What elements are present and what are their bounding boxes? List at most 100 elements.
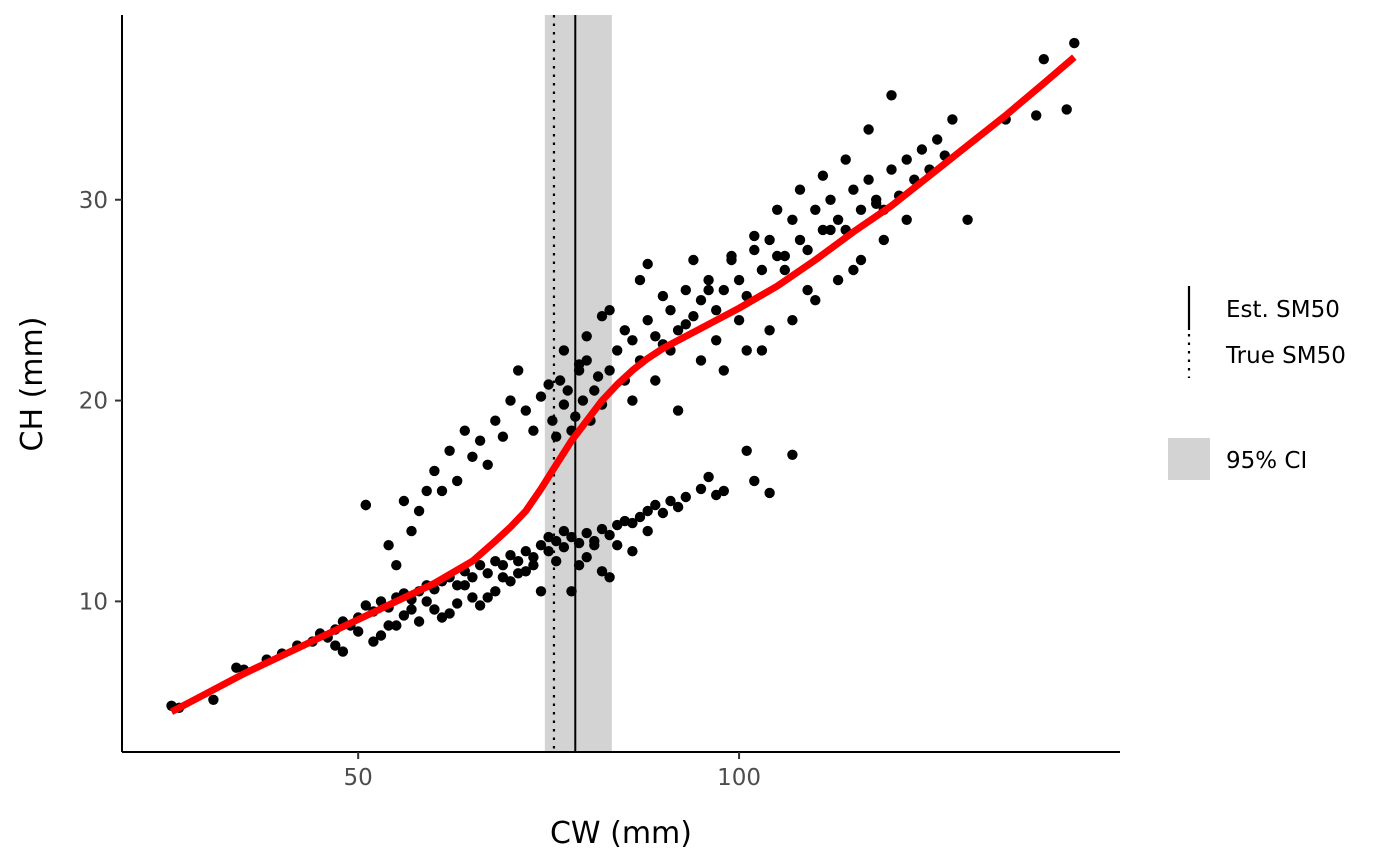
data-point — [452, 475, 463, 487]
legend-ci-label: 95% CI — [1226, 448, 1307, 474]
data-point — [436, 612, 448, 623]
data-point — [562, 385, 573, 396]
data-point — [672, 501, 684, 513]
data-point — [672, 325, 684, 336]
data-point — [848, 264, 859, 276]
data-point — [787, 315, 798, 326]
data-point — [429, 604, 440, 615]
data-point — [566, 586, 577, 597]
data-point — [787, 214, 798, 225]
data-point — [497, 431, 509, 442]
data-point — [840, 154, 851, 165]
data-point — [794, 234, 806, 246]
data-point — [612, 345, 623, 356]
data-point — [535, 391, 547, 402]
data-point — [848, 184, 859, 195]
data-point — [444, 445, 455, 456]
data-point — [695, 483, 707, 495]
data-point — [749, 230, 760, 242]
legend-est-sm50-label: Est. SM50 — [1226, 297, 1340, 323]
data-point — [413, 505, 425, 517]
data-point — [452, 598, 463, 609]
legend-true-sm50-label: True SM50 — [1225, 343, 1346, 369]
data-point — [474, 600, 486, 611]
data-point — [360, 600, 371, 611]
data-point — [810, 204, 821, 215]
data-point — [764, 234, 775, 246]
data-point — [855, 254, 867, 266]
data-point — [436, 485, 448, 497]
data-point — [513, 568, 524, 579]
data-point — [505, 395, 516, 406]
data-point — [459, 425, 470, 436]
data-point — [642, 258, 653, 270]
data-point — [577, 395, 589, 406]
data-point — [733, 315, 745, 326]
data-point — [855, 204, 867, 215]
y-tick-label: 20 — [79, 389, 108, 415]
data-point — [589, 540, 600, 551]
data-point — [650, 375, 661, 386]
data-point — [558, 542, 570, 553]
legend-ci-key — [1168, 438, 1210, 480]
data-point — [619, 325, 630, 336]
data-point — [947, 114, 958, 125]
data-point — [756, 345, 768, 356]
data-point — [718, 284, 729, 296]
data-point — [825, 224, 836, 236]
data-point — [802, 244, 813, 256]
ticks-layer: 50 100 10 20 30 — [79, 188, 761, 791]
data-point — [497, 572, 509, 583]
data-point — [604, 529, 615, 541]
data-point — [703, 274, 714, 286]
data-point — [817, 170, 829, 181]
data-point — [657, 290, 669, 302]
data-point — [634, 511, 646, 523]
x-tick-label: 100 — [717, 765, 761, 791]
data-point — [383, 540, 394, 551]
data-point — [695, 295, 707, 306]
data-point — [886, 164, 897, 175]
data-point — [1038, 54, 1050, 65]
data-point — [570, 411, 581, 422]
data-point — [1069, 37, 1080, 49]
data-point — [650, 499, 661, 511]
data-point — [581, 527, 592, 539]
data-point — [406, 604, 417, 615]
data-point — [703, 471, 714, 483]
data-point — [566, 531, 577, 543]
data-point — [878, 234, 889, 246]
data-point — [368, 636, 379, 647]
data-point — [680, 491, 691, 503]
data-point — [596, 566, 608, 577]
data-point — [1061, 104, 1072, 115]
data-point — [596, 311, 608, 322]
data-point — [467, 451, 478, 462]
data-point — [528, 560, 539, 571]
data-point — [520, 546, 531, 557]
data-point — [901, 214, 912, 225]
fit-line-layer — [169, 54, 1077, 715]
data-point — [330, 640, 341, 651]
data-point — [337, 646, 349, 657]
data-point — [467, 592, 478, 603]
fit-line — [169, 54, 1077, 715]
data-point — [547, 415, 558, 426]
data-point — [604, 305, 615, 316]
data-point — [627, 335, 638, 346]
data-point — [718, 485, 729, 497]
data-point — [474, 435, 486, 446]
data-point — [749, 475, 760, 487]
data-point — [657, 507, 669, 519]
data-point — [825, 194, 836, 205]
data-point — [871, 198, 882, 209]
data-point — [391, 620, 402, 631]
data-point — [642, 505, 653, 517]
data-point — [756, 264, 768, 276]
data-point — [703, 284, 714, 296]
data-point — [772, 250, 783, 262]
data-point — [901, 154, 912, 165]
data-point — [932, 134, 943, 145]
data-point — [375, 630, 387, 641]
data-point — [490, 586, 501, 597]
